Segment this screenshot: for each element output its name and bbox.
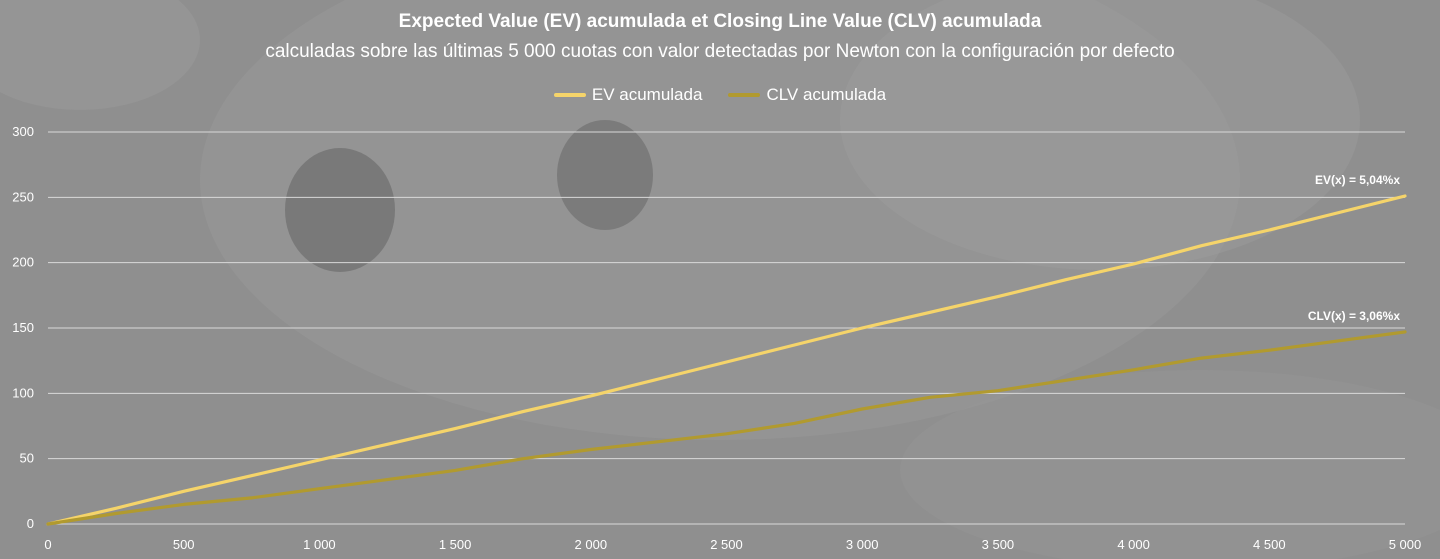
- x-tick-label: 4 000: [1117, 537, 1150, 552]
- x-tick-label: 3 500: [982, 537, 1015, 552]
- y-tick-label: 200: [12, 255, 34, 270]
- series-layer: [46, 194, 1407, 526]
- x-tick-label: 500: [173, 537, 195, 552]
- x-tick-label: 2 000: [575, 537, 608, 552]
- x-tick-label: 4 500: [1253, 537, 1286, 552]
- chart-subtitle: calculadas sobre las últimas 5 000 cuota…: [265, 41, 1175, 62]
- y-tick-label: 0: [27, 516, 34, 531]
- x-tick-label: 5 000: [1389, 537, 1422, 552]
- label-layer: 0 50 100 150 200 250 300 0 500 1 000 1 500 2 000 2 5…: [12, 124, 1421, 552]
- series-line-clv: [46, 330, 1407, 526]
- annotation-clv: CLV(x) = 3,06%x: [1308, 309, 1400, 323]
- x-tick-label: 1 500: [439, 537, 472, 552]
- chart-legend: EV acumulada CLV acumulada: [0, 85, 1440, 105]
- series-line-ev: [46, 194, 1407, 526]
- chart-title: Expected Value (EV) acumulada et Closing…: [398, 11, 1042, 32]
- legend-item-clv: CLV acumulada: [728, 85, 886, 105]
- legend-swatch-ev: [553, 93, 586, 97]
- y-tick-label: 250: [12, 189, 34, 204]
- legend-item-ev: EV acumulada: [553, 85, 703, 105]
- annotation-ev: EV(x) = 5,04%x: [1315, 173, 1400, 187]
- x-tick-label: 0: [44, 537, 51, 552]
- y-tick-label: 50: [20, 451, 34, 466]
- legend-swatch-clv: [728, 93, 761, 97]
- legend-label-ev: EV acumulada: [591, 85, 703, 104]
- legend-label-clv: CLV acumulada: [766, 85, 887, 104]
- y-tick-label: 100: [12, 385, 34, 400]
- x-tick-label: 1 000: [303, 537, 336, 552]
- x-tick-label: 3 000: [846, 537, 879, 552]
- y-tick-label: 150: [12, 320, 34, 335]
- grid-layer: [48, 131, 1405, 525]
- x-tick-label: 2 500: [710, 537, 743, 552]
- y-tick-label: 300: [12, 124, 34, 139]
